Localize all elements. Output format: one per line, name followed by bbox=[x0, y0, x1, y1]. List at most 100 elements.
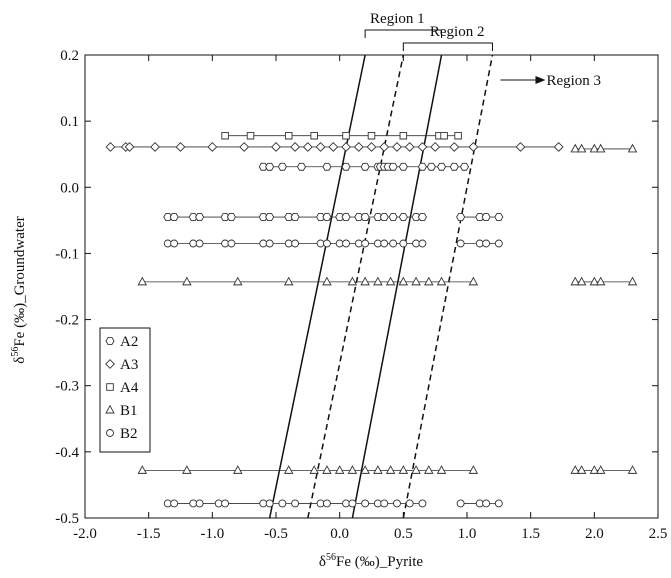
point bbox=[389, 239, 398, 248]
point bbox=[322, 276, 332, 286]
x-tick-label: 2.0 bbox=[585, 526, 604, 542]
point bbox=[137, 276, 148, 286]
y-tick-label: 0.1 bbox=[60, 114, 79, 130]
region-label: Region 2 bbox=[430, 24, 485, 40]
boundary-line bbox=[402, 54, 494, 519]
point bbox=[258, 162, 268, 171]
point bbox=[627, 143, 638, 153]
point bbox=[468, 276, 479, 286]
point bbox=[468, 465, 479, 474]
region-bracket bbox=[364, 29, 443, 38]
y-axis-label: δ56Fe (‰)_Groundwater bbox=[10, 216, 28, 363]
point bbox=[221, 499, 230, 508]
point bbox=[265, 213, 275, 221]
point bbox=[265, 162, 275, 171]
point bbox=[367, 131, 376, 140]
point bbox=[348, 499, 357, 508]
point bbox=[360, 276, 370, 286]
point bbox=[589, 465, 600, 474]
point bbox=[398, 213, 408, 221]
point bbox=[411, 213, 421, 221]
point bbox=[405, 499, 414, 508]
point bbox=[454, 131, 462, 140]
point bbox=[379, 142, 390, 152]
point bbox=[284, 131, 293, 140]
point bbox=[388, 213, 398, 221]
point bbox=[169, 213, 179, 221]
point bbox=[388, 162, 398, 171]
point bbox=[436, 276, 447, 286]
point bbox=[398, 276, 409, 286]
point bbox=[335, 213, 345, 221]
legend-marker bbox=[105, 337, 115, 345]
point bbox=[589, 143, 600, 153]
x-tick-label: 2.5 bbox=[649, 526, 668, 542]
point bbox=[494, 499, 503, 508]
point bbox=[385, 276, 396, 286]
point bbox=[291, 499, 300, 508]
point bbox=[468, 142, 479, 152]
point bbox=[430, 142, 441, 152]
point bbox=[341, 142, 351, 152]
point bbox=[366, 142, 377, 152]
point bbox=[322, 499, 331, 508]
legend-label: A3 bbox=[120, 357, 138, 373]
point bbox=[163, 213, 173, 221]
y-tick-label: 0.2 bbox=[60, 48, 79, 64]
point bbox=[515, 142, 526, 152]
point bbox=[437, 162, 447, 171]
point bbox=[589, 276, 600, 286]
point bbox=[207, 142, 218, 152]
plot-frame bbox=[84, 54, 659, 519]
point bbox=[595, 465, 606, 474]
legend-label: B2 bbox=[120, 426, 138, 442]
point bbox=[360, 213, 370, 221]
x-tick-label: -2.0 bbox=[73, 526, 97, 542]
point bbox=[347, 276, 358, 286]
point bbox=[411, 465, 421, 474]
legend-marker bbox=[106, 429, 114, 437]
region-label: Region 1 bbox=[370, 11, 425, 27]
point bbox=[361, 239, 370, 248]
point bbox=[334, 465, 345, 474]
point bbox=[417, 162, 427, 171]
point bbox=[475, 213, 485, 221]
point bbox=[322, 239, 331, 248]
point bbox=[373, 276, 383, 286]
point bbox=[494, 213, 504, 221]
point bbox=[290, 213, 300, 221]
x-label-prefix: δ bbox=[319, 554, 326, 570]
point bbox=[553, 142, 564, 152]
point bbox=[354, 213, 364, 221]
y-tick-label: 0.0 bbox=[60, 180, 79, 196]
point bbox=[322, 213, 332, 221]
point bbox=[246, 131, 255, 140]
point bbox=[170, 239, 179, 248]
point bbox=[265, 239, 274, 248]
point bbox=[393, 499, 401, 508]
x-tick-label: 1.0 bbox=[458, 526, 477, 542]
point bbox=[150, 142, 160, 152]
point bbox=[404, 142, 415, 152]
point bbox=[459, 162, 469, 171]
point bbox=[399, 131, 408, 140]
point bbox=[449, 142, 460, 152]
point bbox=[570, 465, 580, 474]
point bbox=[124, 142, 135, 152]
point bbox=[373, 213, 383, 221]
point bbox=[360, 465, 370, 474]
point bbox=[291, 239, 300, 248]
point bbox=[379, 213, 389, 221]
point bbox=[417, 213, 427, 221]
point bbox=[188, 213, 198, 221]
point bbox=[233, 465, 243, 474]
point bbox=[411, 276, 421, 286]
y-tick-label: -0.3 bbox=[55, 379, 79, 395]
y-tick-label: -0.4 bbox=[55, 445, 79, 461]
x-tick-label: -1.5 bbox=[137, 526, 161, 542]
x-axis-label: δ56Fe (‰)_Pyrite bbox=[319, 552, 423, 570]
point bbox=[195, 239, 204, 248]
point bbox=[595, 276, 606, 286]
point bbox=[258, 213, 268, 221]
point bbox=[418, 239, 427, 248]
